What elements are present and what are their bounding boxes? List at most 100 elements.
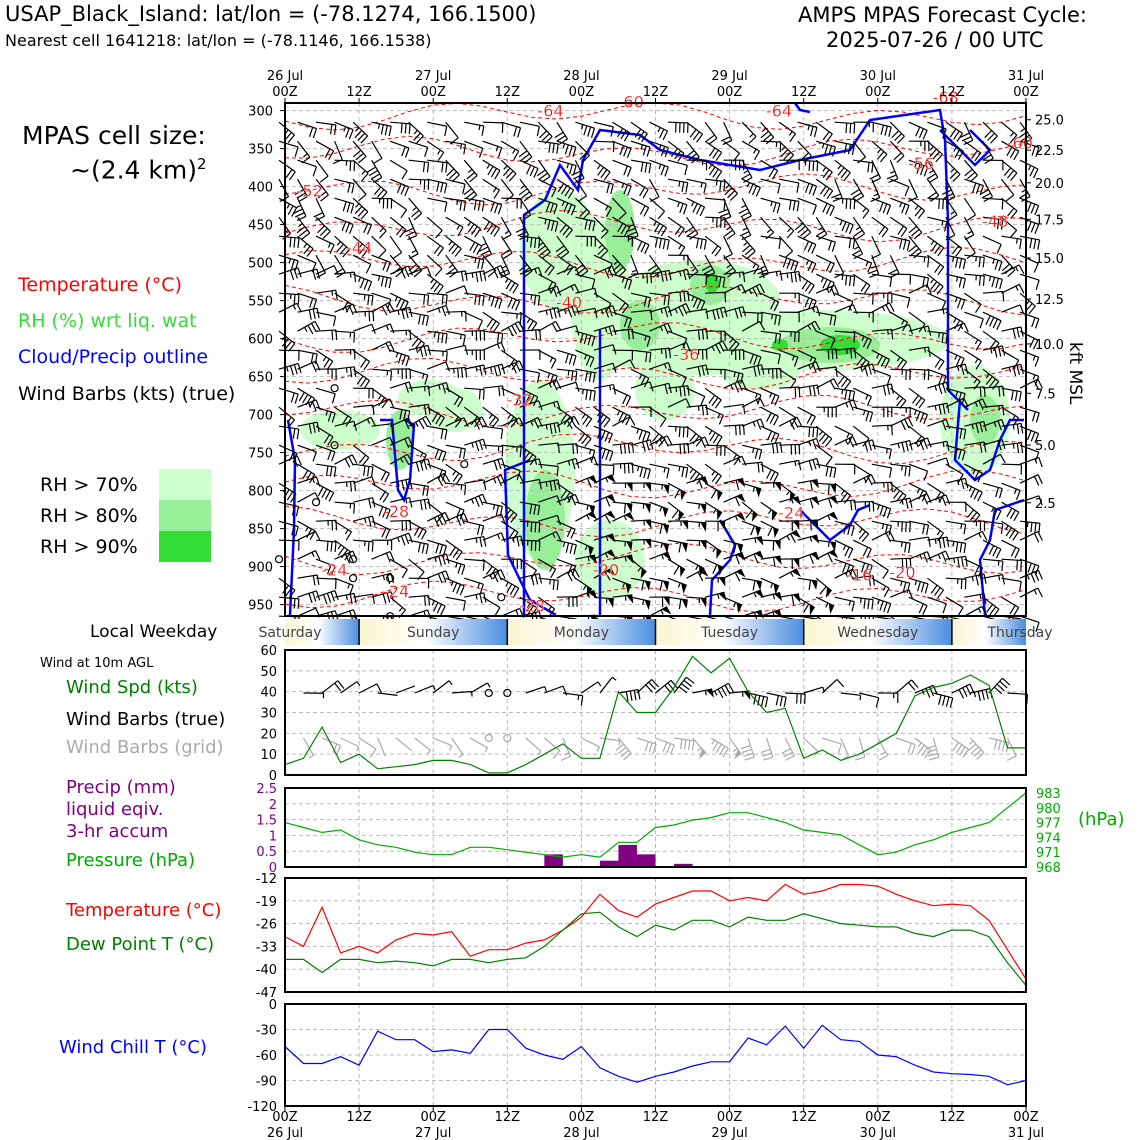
wind-barb: [330, 384, 339, 393]
wind-barb: [460, 460, 469, 469]
barb-staff: [315, 482, 334, 494]
barb-full: [696, 133, 704, 143]
barb-half: [840, 490, 845, 495]
wind-barb: [964, 273, 985, 286]
barb-full: [695, 238, 699, 249]
barb-full: [299, 229, 308, 237]
barb-full: [605, 450, 610, 460]
barb-full: [984, 157, 994, 165]
wind-barb: [704, 406, 724, 425]
barb-full: [718, 208, 729, 214]
wind-barb: [501, 311, 522, 325]
barb-full: [880, 124, 885, 135]
barb-pennant: [680, 489, 686, 501]
wind-barb: [779, 270, 801, 283]
wind-barb: [334, 330, 356, 343]
barb-full: [642, 145, 647, 156]
barb-full: [382, 507, 388, 518]
isotherm-contour: [284, 322, 1027, 353]
barb-half: [786, 490, 791, 496]
wind-barb: [408, 266, 432, 277]
wind-barb: [518, 254, 533, 278]
barb-full: [643, 468, 648, 479]
barb-staff: [371, 463, 390, 474]
barb-full: [592, 372, 596, 383]
barb-full: [457, 563, 462, 574]
barb-staff: [630, 178, 649, 190]
barb-full: [963, 524, 967, 535]
barb-staff: [760, 197, 781, 205]
barb-staff: [501, 444, 522, 448]
barb-half: [752, 447, 755, 453]
barb-half: [322, 356, 327, 362]
wind-barb: [315, 425, 334, 446]
barb-staff: [353, 593, 373, 598]
barb-full: [600, 169, 608, 179]
barb-staff: [705, 197, 726, 201]
barb-staff: [426, 463, 447, 472]
barb-full: [1010, 390, 1014, 401]
barb-full: [489, 320, 497, 330]
barb-staff: [501, 360, 520, 370]
barb-full: [901, 203, 906, 214]
wind-barb: [575, 425, 592, 447]
barb-staff: [352, 216, 372, 226]
barb-staff: [927, 216, 947, 223]
barb-staff: [297, 530, 316, 541]
barb-staff: [593, 265, 613, 275]
barb-full: [498, 386, 501, 397]
wind-barbs-true-label: Wind Barbs (true): [66, 709, 226, 730]
wind-barb: [593, 474, 616, 484]
barb-staff: [482, 292, 503, 300]
barb-half: [1015, 266, 1019, 272]
barb-staff: [408, 558, 425, 573]
barb-full: [712, 149, 719, 159]
barb-full: [907, 417, 914, 427]
barb-full: [303, 245, 311, 255]
rh-region: [575, 520, 645, 600]
wind-barb: [834, 499, 857, 511]
barb-full: [345, 531, 353, 541]
barb-half: [938, 332, 940, 338]
barb-staff: [963, 197, 977, 216]
barb-full: [553, 423, 557, 434]
barb-staff: [334, 539, 352, 553]
barb-staff: [686, 197, 705, 208]
barb-staff: [427, 330, 448, 335]
barb-full: [840, 492, 848, 502]
barb-staff: [464, 577, 484, 585]
wind-barb: [464, 387, 485, 400]
barb-staff: [649, 463, 670, 470]
barb-full: [853, 229, 863, 237]
barb-full: [871, 162, 874, 173]
barb-staff: [427, 539, 447, 547]
barb-full: [314, 531, 321, 541]
rh-region: [772, 339, 788, 351]
wind-barb: [964, 501, 981, 523]
barb-half: [363, 294, 366, 300]
wind-barb: [686, 235, 707, 250]
barb-staff: [408, 498, 429, 503]
barb-staff: [574, 197, 591, 213]
barb-staff: [371, 398, 391, 408]
wind-barb: [278, 425, 300, 440]
barb-half: [419, 452, 424, 458]
barb-staff: [889, 121, 905, 137]
barb-staff: [705, 178, 726, 183]
barb-full: [401, 309, 405, 320]
barb-staff: [297, 421, 318, 427]
barb-full: [822, 131, 830, 141]
wind-barb: [852, 520, 870, 543]
barb-staff: [871, 235, 882, 255]
wind-barb: [445, 387, 464, 408]
barb-half: [377, 275, 381, 281]
barb-full: [850, 188, 860, 196]
wind-barb: [389, 417, 414, 430]
wind-barb: [964, 520, 986, 532]
barb-full: [573, 415, 580, 426]
barb-half: [661, 484, 664, 490]
barb-staff: [908, 520, 929, 526]
wind-barb: [278, 596, 300, 609]
barb-staff: [390, 121, 411, 125]
wind-barb: [834, 539, 854, 559]
